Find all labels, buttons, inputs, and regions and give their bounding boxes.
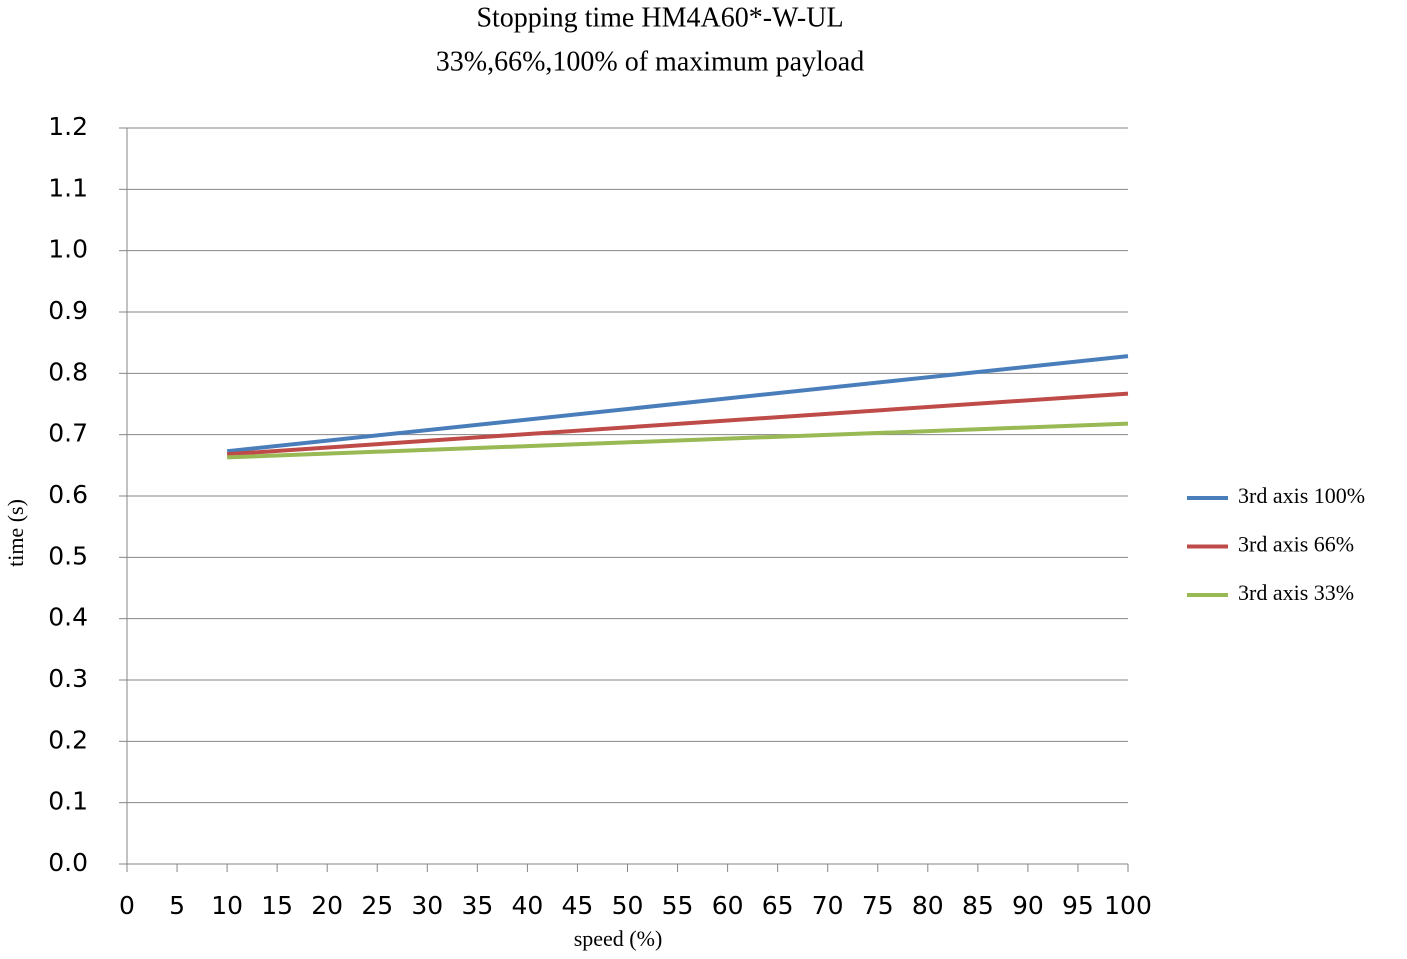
- x-tick-label: 5: [169, 891, 185, 920]
- series-line: [227, 421, 1129, 460]
- x-axis-label: speed (%): [574, 926, 663, 951]
- x-tick-label: 35: [461, 891, 493, 920]
- series-line: [226, 354, 1129, 454]
- y-axis-label: time (s): [3, 499, 28, 567]
- y-tick-label: 1.1: [48, 173, 88, 202]
- series-line: [226, 391, 1129, 457]
- y-tick-label: 0.6: [48, 480, 88, 509]
- legend-label: 3rd axis 66%: [1238, 532, 1354, 557]
- x-tick-label: 85: [962, 891, 994, 920]
- x-tick-label: 10: [211, 891, 243, 920]
- y-tick-label: 0.9: [48, 296, 88, 325]
- x-tick-label: 90: [1012, 891, 1044, 920]
- x-tick-label: 40: [511, 891, 543, 920]
- x-tick-label: 25: [361, 891, 393, 920]
- x-tick-label: 50: [612, 891, 644, 920]
- x-tick-label: 65: [762, 891, 794, 920]
- x-tick-label: 95: [1062, 891, 1094, 920]
- x-tick-label: 70: [812, 891, 844, 920]
- y-tick-label: 0.8: [48, 357, 88, 386]
- x-tick-label: 45: [562, 891, 594, 920]
- y-tick-label: 0.4: [48, 603, 88, 632]
- x-tick-label: 55: [662, 891, 694, 920]
- x-tick-label: 80: [912, 891, 944, 920]
- y-tick-label: 0.7: [48, 419, 88, 448]
- x-tick-label: 60: [712, 891, 744, 920]
- x-tick-label: 0: [119, 891, 135, 920]
- y-tick-label: 0.0: [48, 848, 88, 877]
- legend-label: 3rd axis 33%: [1238, 580, 1354, 605]
- x-tick-label: 30: [411, 891, 443, 920]
- legend-label: 3rd axis 100%: [1238, 483, 1365, 508]
- y-tick-label: 0.3: [48, 664, 88, 693]
- y-tick-label: 0.5: [48, 541, 88, 570]
- y-tick-label: 0.2: [48, 725, 88, 754]
- chart-subtitle: 33%,66%,100% of maximum payload: [436, 46, 864, 77]
- x-tick-label: 75: [862, 891, 894, 920]
- y-tick-label: 1.0: [48, 235, 88, 264]
- x-tick-label: 20: [311, 891, 343, 920]
- y-tick-label: 0.1: [48, 787, 88, 816]
- x-tick-label: 15: [261, 891, 293, 920]
- chart-title: Stopping time HM4A60*-W-UL: [476, 2, 843, 33]
- x-tick-label: 100: [1104, 891, 1152, 920]
- y-tick-label: 1.2: [48, 112, 88, 141]
